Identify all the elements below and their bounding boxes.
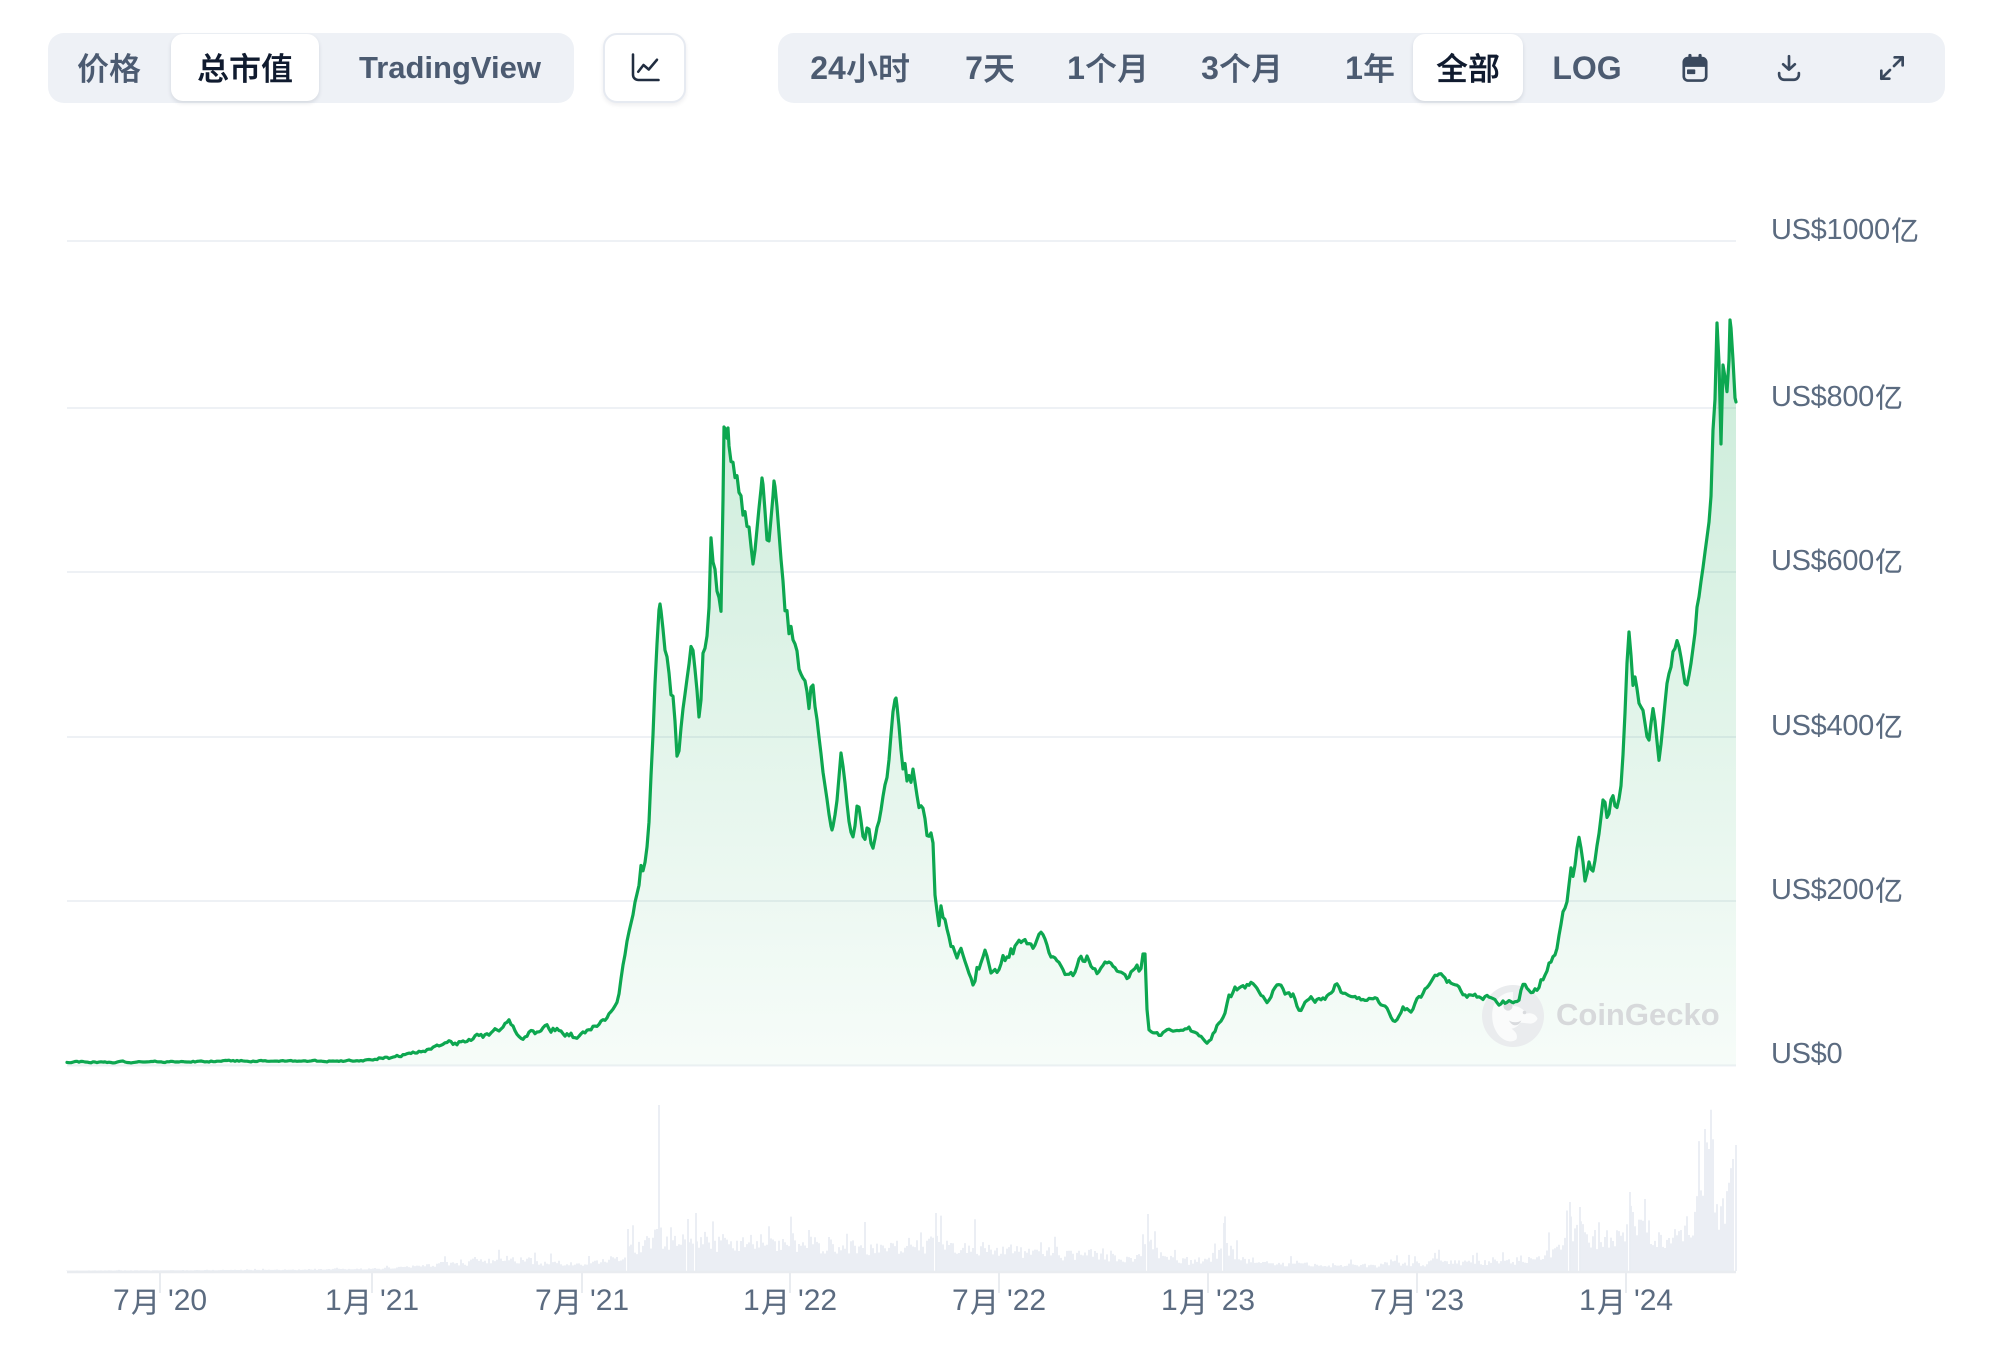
svg-text:CoinGecko: CoinGecko (1556, 997, 1720, 1032)
